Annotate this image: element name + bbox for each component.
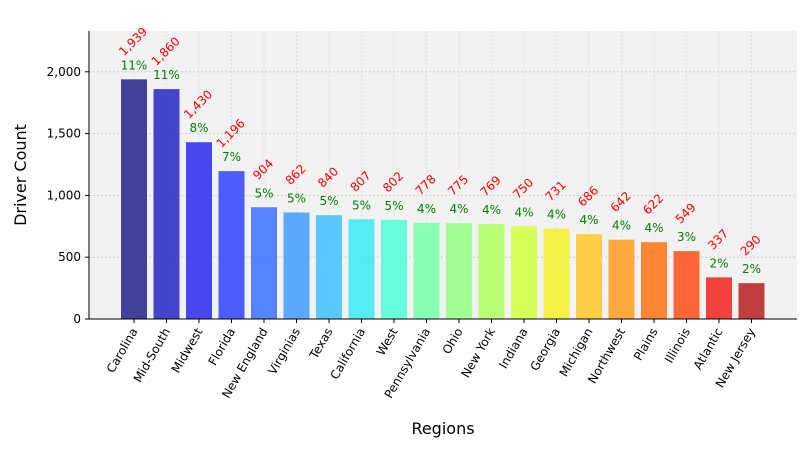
x-tick-label: Carolina [104, 326, 141, 376]
bar [543, 228, 570, 319]
percent-label: 8% [189, 121, 208, 135]
x-tick-label: Midwest [169, 325, 206, 375]
x-tick-label: Georgia [527, 326, 563, 374]
x-axis-label: Regions [411, 419, 474, 438]
percent-label: 3% [677, 230, 696, 244]
percent-label: 11% [153, 68, 180, 82]
percent-label: 4% [449, 202, 468, 216]
percent-label: 5% [352, 198, 371, 212]
x-tick-label: Plains [631, 326, 661, 363]
bar [673, 251, 700, 319]
y-tick-label: 2,000 [47, 65, 81, 79]
x-tick-label: Virginias [265, 326, 303, 378]
bar [511, 226, 537, 319]
bar [478, 223, 505, 319]
x-tick-label: Florida [206, 326, 239, 368]
bar [413, 222, 440, 319]
bar [446, 223, 472, 319]
bar [121, 79, 147, 319]
percent-label: 2% [742, 262, 761, 276]
x-tick-label: Ohio [440, 326, 466, 357]
bar [381, 219, 407, 319]
percent-label: 5% [287, 191, 306, 205]
x-tick-label: Illinois [662, 326, 693, 366]
percent-label: 4% [417, 202, 436, 216]
x-tick-label: West [374, 325, 401, 358]
axes [88, 31, 797, 320]
percent-label: 7% [222, 150, 241, 164]
bar [218, 171, 245, 319]
bar [251, 207, 277, 319]
percent-label: 5% [319, 194, 338, 208]
x-tick-label: Atlantic [691, 326, 726, 373]
bar [283, 212, 310, 319]
bars [121, 79, 765, 319]
percent-label: 4% [547, 208, 566, 222]
y-tick-label: 1,500 [47, 127, 81, 141]
percent-label: 11% [121, 58, 148, 72]
percent-label: 5% [384, 199, 403, 213]
bar [186, 142, 212, 319]
bar [608, 239, 635, 319]
y-tick-label: 1,000 [47, 188, 81, 202]
bar [641, 242, 667, 319]
x-tick-label: Indiana [496, 326, 530, 371]
y-tick-label: 0 [73, 312, 81, 326]
percent-label: 4% [579, 213, 598, 227]
y-axis-ticks: 0 500 1,000 1,500 2,000 [47, 65, 89, 326]
y-axis-label: Driver Count [11, 124, 30, 226]
bar [348, 219, 375, 319]
percent-label: 4% [482, 203, 501, 217]
percent-label: 5% [254, 186, 273, 200]
percent-label: 2% [709, 256, 728, 270]
bar [576, 234, 602, 319]
percent-label: 4% [644, 221, 663, 235]
percent-label: 4% [514, 205, 533, 219]
percent-label: 4% [612, 219, 631, 233]
bar [316, 215, 342, 319]
y-tick-label: 500 [58, 250, 81, 264]
x-tick-label: Texas [306, 326, 335, 363]
bar [706, 277, 732, 319]
bar [738, 283, 765, 319]
bar [153, 89, 180, 319]
